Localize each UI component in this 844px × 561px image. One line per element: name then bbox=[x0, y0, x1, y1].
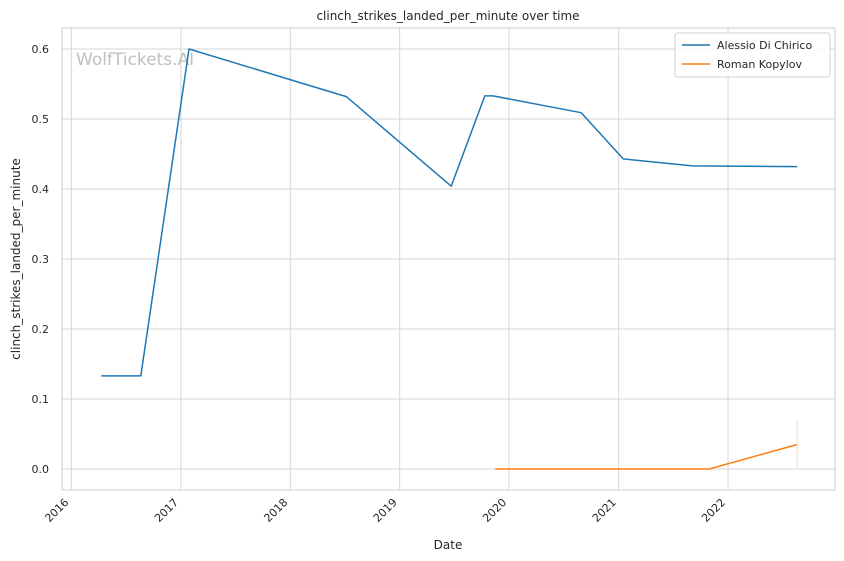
y-tick-label: 0.5 bbox=[32, 113, 50, 126]
axes-frame bbox=[61, 27, 836, 491]
x-tick-label: 2022 bbox=[699, 496, 728, 525]
series-lines bbox=[101, 48, 798, 470]
x-tick-label: 2020 bbox=[480, 496, 509, 525]
y-axis-label: clinch_strikes_landed_per_minute bbox=[9, 158, 23, 360]
x-tick-labels: 2016 2017 2018 2019 2020 2021 2022 bbox=[42, 496, 728, 525]
watermark-text: WolfTickets.AI bbox=[76, 50, 194, 70]
legend-label-roman-kopylov: Roman Kopylov bbox=[717, 58, 802, 71]
legend-label-alessio-di-chirico: Alessio Di Chirico bbox=[717, 39, 812, 52]
legend-box bbox=[674, 32, 831, 78]
x-tick-label: 2016 bbox=[42, 496, 71, 525]
y-tick-label: 0.0 bbox=[32, 463, 50, 476]
y-tick-label: 0.1 bbox=[32, 393, 50, 406]
y-tick-labels: 0.0 0.1 0.2 0.3 0.4 0.5 0.6 bbox=[32, 43, 50, 476]
series-line-roman-kopylov bbox=[495, 443, 798, 470]
y-tick-label: 0.6 bbox=[32, 43, 50, 56]
legend: Alessio Di Chirico Roman Kopylov bbox=[674, 32, 831, 78]
x-tick-label: 2018 bbox=[261, 496, 290, 525]
chart-title: clinch_strikes_landed_per_minute over ti… bbox=[316, 9, 579, 23]
x-tick-label: 2017 bbox=[152, 496, 181, 525]
x-tick-label: 2021 bbox=[590, 496, 619, 525]
y-tick-label: 0.4 bbox=[32, 183, 50, 196]
y-tick-label: 0.3 bbox=[32, 253, 50, 266]
series-line-alessio-di-chirico bbox=[101, 48, 798, 377]
y-tick-label: 0.2 bbox=[32, 323, 50, 336]
x-tick-label: 2019 bbox=[371, 496, 400, 525]
x-axis-label: Date bbox=[434, 538, 463, 552]
